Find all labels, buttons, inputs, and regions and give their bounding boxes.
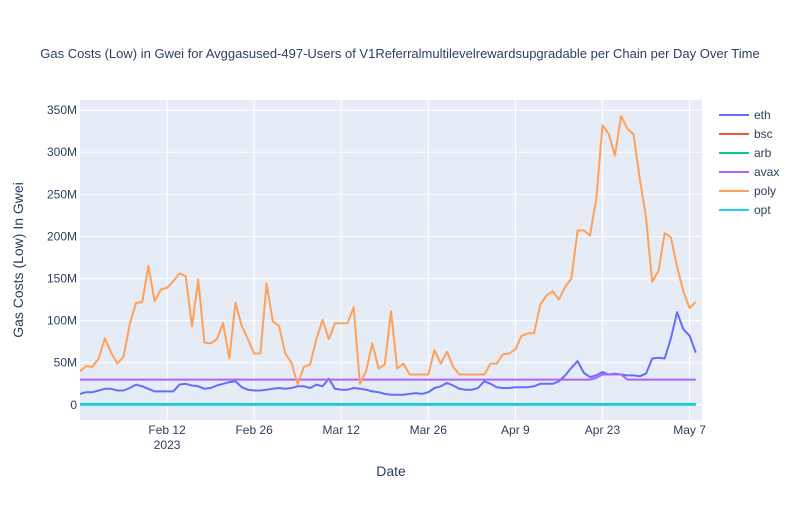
legend-label: poly [754,184,776,198]
x-tick-label: Apr 23 [585,423,621,437]
y-tick-label: 350M [47,103,77,117]
y-tick-label: 200M [47,229,77,243]
legend-label: avax [754,165,779,179]
y-tick-label: 50M [54,356,77,370]
x-tick-label: Mar 26 [410,423,448,437]
legend-label: arb [754,146,772,160]
x-tick-sublabel: 2023 [154,438,181,452]
y-tick-label: 300M [47,145,77,159]
x-gridlines [166,100,691,420]
series-lines [80,115,697,406]
x-tick-label: Feb 26 [235,423,273,437]
legend-item-arb[interactable]: arb [719,146,772,160]
legend-label: opt [754,203,771,217]
series-line-poly [80,115,697,386]
x-tick-label: Apr 9 [501,423,530,437]
legend-label: eth [754,108,771,122]
legend-label: bsc [754,127,773,141]
x-tick-label: May 7 [673,423,706,437]
y-axis-title: Gas Costs (Low) In Gwei [10,182,26,338]
y-tick-label: 250M [47,187,77,201]
legend-item-opt[interactable]: opt [719,203,771,217]
y-tick-label: 150M [47,272,77,286]
series-line-avax [80,373,696,381]
x-tick-label: Mar 12 [323,423,361,437]
x-axis-title: Date [376,463,406,479]
plot-area [80,100,702,420]
y-tick-label: 0 [70,398,77,412]
series-line-eth [80,311,697,396]
legend-item-eth[interactable]: eth [719,108,771,122]
legend-item-bsc[interactable]: bsc [719,127,773,141]
legend[interactable]: eth bsc arb avax poly opt [719,108,779,217]
y-tick-labels: 0 50M 100M 150M 200M 250M 300M 350M [47,103,77,412]
legend-item-poly[interactable]: poly [719,184,776,198]
legend-item-avax[interactable]: avax [719,165,779,179]
chart-title: Gas Costs (Low) in Gwei for Avggasused-4… [40,46,759,61]
y-tick-label: 100M [47,314,77,328]
x-tick-label: Feb 12 [148,423,186,437]
